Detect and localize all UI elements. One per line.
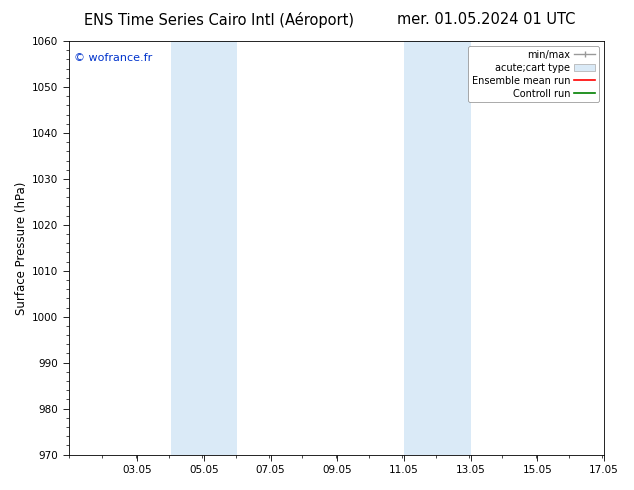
Bar — [171, 41, 237, 455]
Text: ENS Time Series Cairo Intl (Aéroport): ENS Time Series Cairo Intl (Aéroport) — [84, 12, 354, 28]
Text: mer. 01.05.2024 01 UTC: mer. 01.05.2024 01 UTC — [397, 12, 576, 27]
Text: © wofrance.fr: © wofrance.fr — [74, 53, 152, 64]
Bar — [404, 41, 470, 455]
Legend: min/max, acute;cart type, Ensemble mean run, Controll run: min/max, acute;cart type, Ensemble mean … — [468, 46, 599, 102]
Y-axis label: Surface Pressure (hPa): Surface Pressure (hPa) — [15, 181, 28, 315]
